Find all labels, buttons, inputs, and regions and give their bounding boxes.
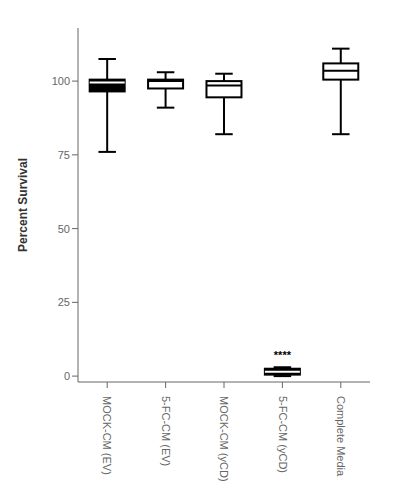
svg-text:MOCK-CM (yCD): MOCK-CM (yCD) [218, 396, 230, 482]
svg-text:5-FC-CM (EV): 5-FC-CM (EV) [160, 396, 172, 466]
svg-text:0: 0 [64, 370, 70, 382]
svg-text:50: 50 [58, 223, 70, 235]
svg-text:75: 75 [58, 149, 70, 161]
svg-text:Complete Media: Complete Media [335, 396, 347, 477]
svg-text:Percent Survival: Percent Survival [16, 158, 30, 252]
svg-text:MOCK-CM (EV): MOCK-CM (EV) [101, 396, 113, 475]
svg-text:5-FC-CM (yCD): 5-FC-CM (yCD) [277, 396, 289, 473]
svg-text:****: **** [274, 349, 292, 361]
svg-text:100: 100 [52, 75, 70, 87]
svg-text:25: 25 [58, 296, 70, 308]
